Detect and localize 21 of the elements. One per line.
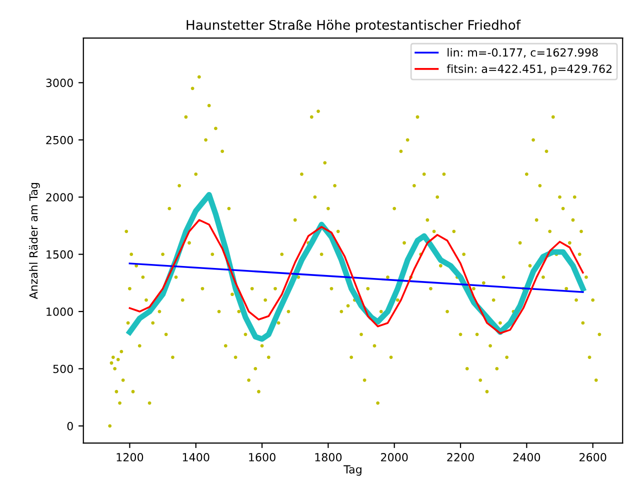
x-tick-label: 2000 [381,453,408,462]
y-tick-label: 1000 [46,308,73,316]
chart-title: Haunstetter Straße Höhe protestantischer Friedhof [186,20,521,32]
x-tick-label: 1600 [249,453,276,462]
legend-label: fitsin: a=422.451, p=429.762 [446,64,612,76]
x-tick-label: 1200 [116,453,144,462]
y-tick-label: 0 [67,422,73,430]
y-axis-title: Anzahl Räder am Tag [29,182,40,300]
y-tick-label: 2000 [46,193,73,202]
y-tick-label: 500 [53,364,73,374]
y-tick-label: 2500 [46,136,73,144]
y-tick-label: 3000 [46,78,73,88]
y-tick-label: 1500 [46,250,73,259]
x-axis-title: Tag [344,465,362,476]
x-tick-label: 1400 [182,453,210,462]
x-tick-label: 2400 [513,453,540,462]
x-tick-label: 2600 [580,453,606,462]
legend-label: lin: m=-0.177, c=1627.998 [448,48,598,58]
x-tick-label: 1800 [315,453,342,462]
line-series [128,219,584,334]
x-tick-label: 2200 [447,453,474,462]
